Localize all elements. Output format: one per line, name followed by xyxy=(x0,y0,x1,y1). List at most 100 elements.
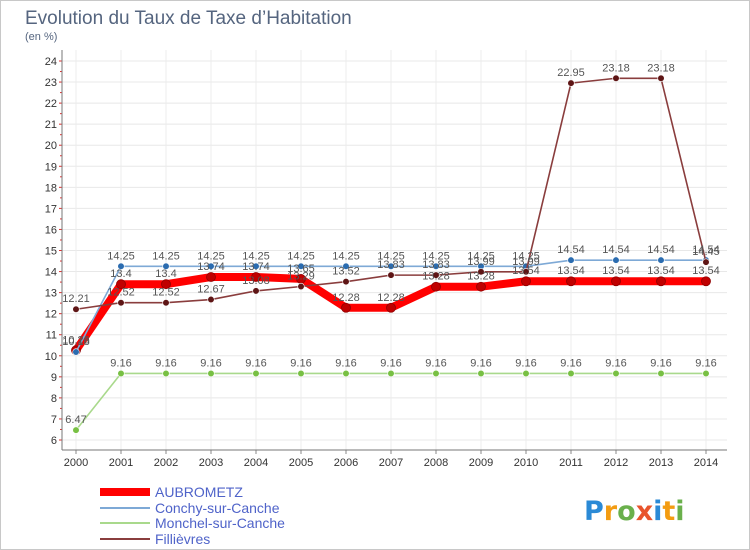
data-label: 13.54 xyxy=(512,265,540,277)
y-tick-label: 22 xyxy=(45,98,57,110)
data-label: 13.65 xyxy=(287,263,315,275)
data-point xyxy=(387,262,395,270)
data-label: 14.45 xyxy=(692,246,720,258)
data-point xyxy=(567,256,575,264)
data-label: 13.83 xyxy=(377,259,405,271)
data-label: 13.4 xyxy=(155,268,176,280)
data-label: 22.95 xyxy=(557,67,585,79)
data-point xyxy=(657,74,665,82)
data-point xyxy=(477,369,485,378)
data-label: 12.67 xyxy=(197,284,225,296)
data-label: 9.16 xyxy=(200,357,221,369)
data-label: 14.25 xyxy=(242,250,270,262)
y-tick-label: 9 xyxy=(51,372,57,384)
x-tick-label: 2010 xyxy=(514,457,538,469)
data-point xyxy=(297,282,305,291)
x-tick-label: 2007 xyxy=(379,457,403,469)
data-point xyxy=(432,369,440,378)
proxiti-logo: Proxiti xyxy=(584,496,685,527)
data-label: 13.99 xyxy=(512,256,540,268)
data-label: 14.25 xyxy=(377,250,405,262)
data-point xyxy=(432,262,440,270)
data-point xyxy=(612,74,620,82)
data-point xyxy=(431,281,441,292)
x-tick-label: 2003 xyxy=(199,457,223,469)
logo-letter: o xyxy=(617,496,636,527)
data-label: 23.18 xyxy=(602,62,630,74)
data-point xyxy=(386,302,396,313)
data-point xyxy=(342,278,350,286)
data-point xyxy=(702,258,710,266)
data-label: 14.54 xyxy=(557,244,585,256)
data-point xyxy=(207,295,215,304)
data-point xyxy=(251,272,261,282)
data-label: 13.54 xyxy=(557,265,585,277)
legend: AUBROMETZConchy-sur-CancheMonchel-sur-Ca… xyxy=(100,484,285,547)
data-label: 9.16 xyxy=(335,357,356,369)
data-label: 13.54 xyxy=(692,265,720,277)
data-point xyxy=(116,279,126,290)
data-point xyxy=(387,369,395,378)
data-label: 10.26 xyxy=(62,334,90,346)
data-label: 14.54 xyxy=(602,244,630,256)
data-point xyxy=(612,369,620,378)
data-label: 13.08 xyxy=(242,275,270,287)
data-point xyxy=(657,256,665,264)
data-point xyxy=(206,272,216,282)
logo-letter: i xyxy=(675,496,684,527)
x-tick-label: 2008 xyxy=(424,457,448,469)
data-label: 9.16 xyxy=(245,357,266,369)
data-point xyxy=(162,369,170,378)
data-label: 13.28 xyxy=(422,271,450,283)
chart-unit-label: (en %) xyxy=(25,31,57,43)
data-point xyxy=(341,302,351,313)
data-point xyxy=(207,262,215,270)
x-tick-label: 2006 xyxy=(334,457,358,469)
logo-letter: t xyxy=(662,496,675,527)
data-point xyxy=(72,426,80,434)
y-tick-label: 8 xyxy=(51,393,57,405)
data-label: 13.74 xyxy=(197,261,225,273)
data-point xyxy=(117,262,125,270)
data-point xyxy=(702,369,710,378)
y-tick-label: 24 xyxy=(45,56,57,68)
x-tick-label: 2011 xyxy=(559,457,583,469)
data-label: 9.16 xyxy=(695,357,716,369)
data-label: 9.16 xyxy=(155,357,176,369)
data-point xyxy=(342,369,350,378)
data-label: 14.54 xyxy=(692,244,720,256)
data-point xyxy=(387,271,395,279)
data-point xyxy=(252,369,260,378)
x-tick-label: 2012 xyxy=(604,457,628,469)
data-label: 9.16 xyxy=(560,357,581,369)
data-label: 13.54 xyxy=(647,265,675,277)
data-point xyxy=(656,276,666,287)
data-label: 14.54 xyxy=(647,244,675,256)
legend-label: Conchy-sur-Canche xyxy=(155,500,280,516)
data-label: 12.28 xyxy=(332,292,360,304)
x-tick-label: 2002 xyxy=(154,457,178,469)
x-tick-label: 2013 xyxy=(649,457,673,469)
data-label: 13.28 xyxy=(467,271,495,283)
y-tick-label: 14 xyxy=(45,267,57,279)
data-label: 14.25 xyxy=(287,250,315,262)
data-label: 9.16 xyxy=(605,357,626,369)
y-tick-label: 16 xyxy=(45,224,57,236)
x-tick-label: 2001 xyxy=(109,457,133,469)
data-point xyxy=(117,369,125,378)
logo-letter: i xyxy=(653,496,662,527)
data-point xyxy=(297,262,305,270)
y-tick-label: 13 xyxy=(45,288,57,300)
data-point xyxy=(612,256,620,264)
data-label: 23.18 xyxy=(647,62,675,74)
y-tick-label: 10 xyxy=(45,351,57,363)
grid xyxy=(62,50,727,450)
data-label: 13.74 xyxy=(242,261,270,273)
data-point xyxy=(476,281,486,292)
data-point xyxy=(477,268,485,276)
data-point xyxy=(252,262,260,270)
data-point xyxy=(252,287,260,295)
data-label: 6.47 xyxy=(65,414,86,426)
data-point xyxy=(432,271,440,279)
